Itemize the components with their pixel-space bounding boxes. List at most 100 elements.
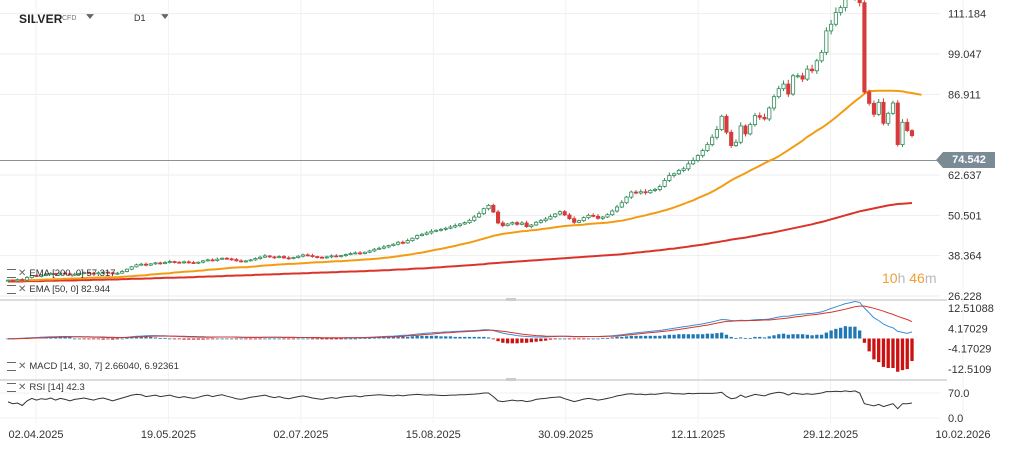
candle-body [67,273,72,276]
candle-body [624,196,629,204]
macd-histogram-bar [529,338,534,343]
macd-histogram-bar [106,338,110,340]
price-tick-label: 62.637 [948,170,982,182]
symbol-name[interactable]: SILVER [19,12,63,26]
macd-histogram-bar [144,336,148,339]
candle-body [39,274,44,277]
candle-body [529,224,534,228]
macd-histogram-bar [101,338,105,340]
symbol-dropdown-icon[interactable] [86,14,94,19]
timer-minutes: 46 [909,270,925,286]
macd-histogram-bar [482,336,486,339]
macd-histogram-bar [139,336,143,339]
macd-histogram-bar [853,326,857,339]
macd-histogram-bar [134,336,139,339]
macd-histogram-bar [724,334,729,339]
candle-body [291,257,296,259]
macd-histogram-bar [767,336,771,339]
candle-body [691,160,696,165]
macd-histogram-bar [591,338,595,340]
candle-body [253,258,258,261]
candle-body [767,107,772,120]
candle-body [248,259,253,262]
candle-body [63,272,68,275]
macd-histogram-bar [729,336,733,339]
rsi-legend-label: RSI [14] 42.3 [29,382,85,393]
macd-histogram-bar [87,338,91,340]
candle-body [105,271,110,274]
macd-histogram-bar [743,337,748,339]
macd-histogram-bar [248,338,253,340]
macd-histogram-bar [819,334,824,339]
macd-line-path [8,300,913,340]
candle-body [762,116,767,120]
macd-histogram-bar [434,335,438,339]
candle-body [629,191,634,198]
macd-histogram-bar [391,336,396,339]
candle-body [576,220,582,223]
candle-body [876,101,881,115]
macd-histogram-bar [306,338,310,340]
candle-body [434,229,439,232]
settings-icon[interactable] [7,268,16,278]
macd-histogram-bar [348,338,353,340]
candle-body [752,115,758,126]
macd-histogram-bar [382,337,386,339]
timeframe-dropdown-icon[interactable] [161,14,169,19]
candle-body [795,75,800,78]
macd-histogram-bar [686,334,691,339]
macd-histogram-bar [115,338,120,340]
candle-body [181,261,187,264]
candle-body [453,225,458,228]
candle-body [29,275,34,278]
macd-histogram-bar [287,338,291,340]
candle-body [890,102,896,114]
macd-histogram-bar [410,336,415,339]
pane-resize-handle[interactable] [506,298,516,301]
close-icon[interactable]: ✕ [18,382,27,393]
timeframe-selector[interactable]: D1 [134,13,146,23]
candle-body [224,257,229,260]
macd-histogram-bar [586,338,591,340]
price-axis[interactable]: 111.184 99.047 86.911 62.637 50.501 38.364 26.… [948,9,994,425]
settings-icon[interactable] [7,382,16,392]
candle-body [838,7,843,14]
candle-body [415,235,420,239]
macd-histogram-bar [153,337,158,339]
macd-histogram-bar [201,338,205,340]
candle-body [481,208,486,215]
macd-histogram-bar [548,338,553,340]
settings-icon[interactable] [7,361,16,371]
time-tick-label: 29.12.2025 [803,429,858,441]
time-axis[interactable]: 02.04.2025 19.05.2025 02.07.2025 15.08.2025… [8,429,990,441]
macd-histogram-bar [610,337,614,339]
close-icon[interactable]: ✕ [18,284,27,295]
candle-body [124,268,130,272]
candle-body [724,115,729,133]
candle-body [543,218,548,222]
macd-histogram-bar [82,338,86,340]
timer-hours: 10 [882,270,898,286]
candle-body [738,125,743,143]
macd-histogram-bar [320,338,324,340]
macd-histogram-bar [563,338,567,340]
macd-tick-label: 4.17029 [948,323,988,335]
macd-histogram-bar [858,330,862,339]
macd-histogram-bar [272,338,277,340]
macd-histogram-bar [691,334,695,339]
close-icon[interactable]: ✕ [18,361,27,372]
macd-histogram-bar [781,333,786,339]
candle-body [324,256,329,259]
macd-histogram-bar [63,337,67,339]
pane-resize-handle[interactable] [506,378,516,381]
rsi-legend: ✕ RSI [14] 42.3 [7,382,85,393]
candle-body [186,261,191,264]
settings-icon[interactable] [7,284,16,294]
candle-body [343,254,348,256]
candle-body [167,261,172,263]
candle-body [843,0,848,9]
macd-histogram-bar [872,338,876,360]
candle-body [134,264,139,268]
close-icon[interactable]: ✕ [18,268,27,279]
